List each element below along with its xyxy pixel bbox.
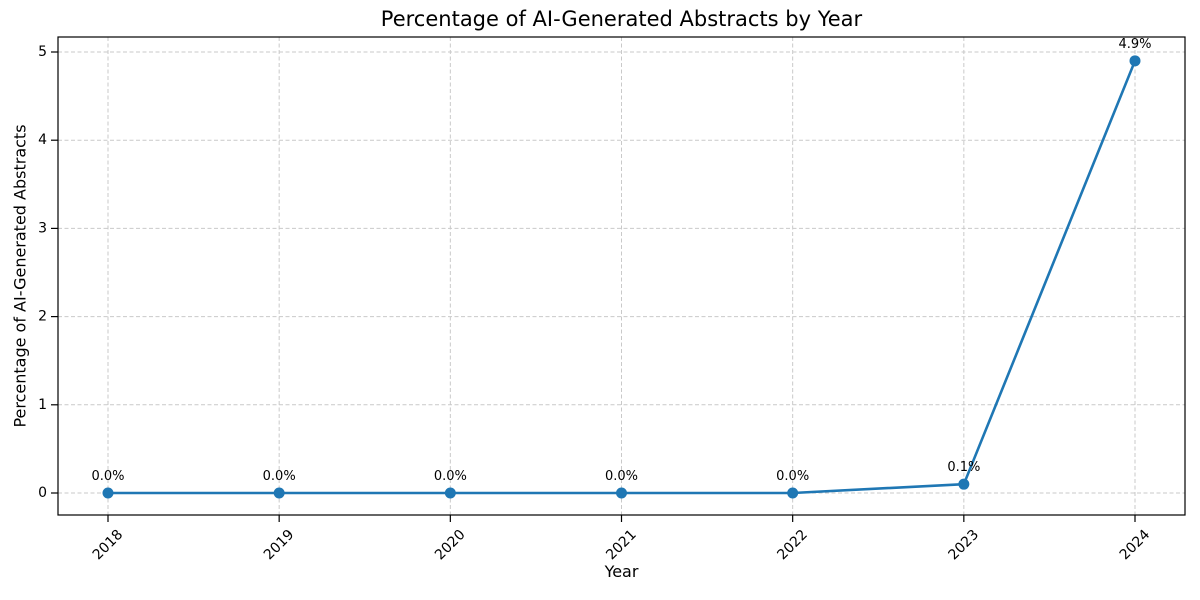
series-layer: [102, 55, 1141, 499]
x-tick-label: 2020: [432, 527, 469, 564]
y-tick-label: 3: [38, 220, 47, 236]
data-point-label: 0.0%: [776, 469, 809, 484]
y-tick-label: 2: [38, 309, 47, 325]
x-tick-label: 2023: [946, 527, 983, 564]
grid-layer: [58, 37, 1185, 515]
tick-marks: [51, 51, 1136, 522]
data-point-label: 0.0%: [91, 469, 124, 484]
x-tick-label: 2019: [261, 527, 298, 564]
x-tick-label: 2021: [603, 527, 640, 564]
x-tick-label: 2024: [1117, 527, 1154, 564]
axis-tick-labels: 2018 2019 2020 2021 2022 2023 2024 0 1 2 3 4 5: [38, 44, 1153, 563]
data-point-marker: [787, 487, 799, 499]
data-point-label: 0.1%: [947, 460, 980, 475]
chart-title: Percentage of AI-Generated Abstracts by …: [380, 7, 863, 31]
y-tick-label: 1: [38, 397, 47, 413]
data-point-marker: [444, 487, 456, 499]
data-point-label: 0.0%: [605, 469, 638, 484]
data-point-label: 0.0%: [434, 469, 467, 484]
data-point-label: 0.0%: [263, 469, 296, 484]
data-point-marker: [273, 487, 285, 499]
y-tick-label: 0: [38, 485, 47, 501]
x-tick-label: 2022: [774, 527, 811, 564]
data-label-layer: 0.0% 0.0% 0.0% 0.0% 0.0% 0.1% 4.9%: [91, 37, 1151, 484]
x-axis-title: Year: [604, 562, 639, 581]
data-point-marker: [102, 487, 114, 499]
data-point-marker: [616, 487, 627, 499]
y-tick-label: 4: [38, 132, 47, 148]
data-point-marker: [958, 478, 970, 490]
data-point-label: 4.9%: [1118, 37, 1151, 52]
y-tick-label: 5: [38, 44, 47, 60]
x-tick-label: 2018: [90, 527, 127, 564]
data-point-marker: [1129, 55, 1141, 67]
